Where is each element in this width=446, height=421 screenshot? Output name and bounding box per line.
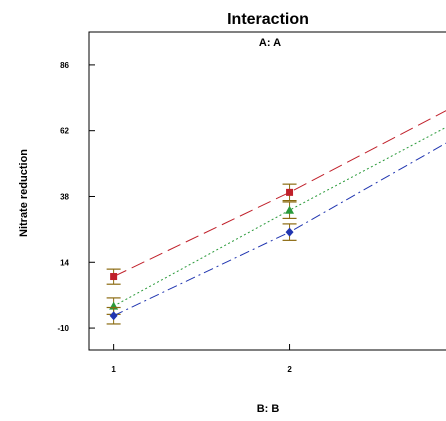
y-tick-label: 62	[60, 127, 69, 136]
x-tick-label: 2	[287, 365, 292, 374]
plot-frame	[88, 31, 446, 351]
y-tick-label: 14	[60, 258, 69, 267]
x-tick-label: 1	[111, 365, 116, 374]
series-layer	[106, 110, 446, 325]
y-tick-label: -10	[57, 324, 69, 333]
series-triangle	[106, 126, 446, 315]
data-point-triangle	[285, 205, 295, 214]
data-point-diamond	[285, 227, 294, 237]
y-axis: -10 14 38 62 86	[57, 61, 95, 333]
series-square	[106, 110, 446, 285]
data-point-square	[110, 273, 118, 281]
series-diamond	[106, 142, 446, 325]
data-point-square	[286, 188, 294, 196]
chart-subtitle: A: A	[259, 37, 281, 49]
y-axis-label: Nitrate reduction	[18, 149, 30, 237]
chart-title: Interaction	[227, 11, 309, 28]
data-point-diamond	[109, 311, 118, 321]
y-tick-label: 38	[60, 192, 69, 201]
series-line	[113, 142, 446, 317]
x-axis: 123	[111, 344, 292, 374]
series-line	[113, 126, 446, 307]
series-line	[113, 110, 446, 277]
x-axis-label: B: B	[257, 403, 280, 415]
y-tick-label: 86	[60, 61, 69, 70]
